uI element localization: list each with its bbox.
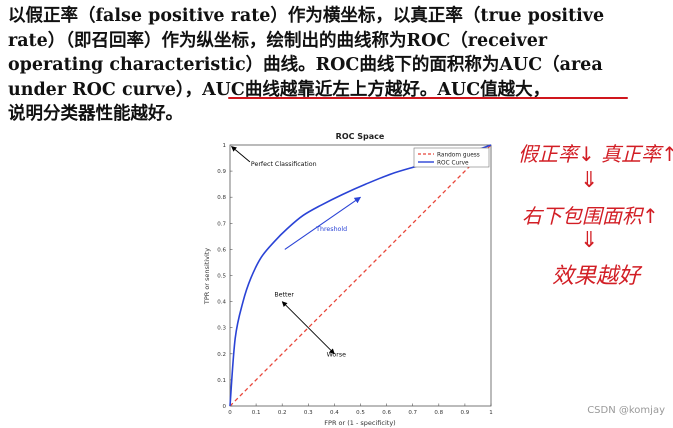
watermark: CSDN @komjay: [587, 405, 665, 416]
text-line-2: rate）（即召回率）作为纵坐标，绘制出的曲线称为ROC（receiver: [8, 30, 548, 51]
roc-chart: ROC Space 0 0.1 0.2 0.3 0.4 0.5 0.6 0.7 0.8 0.9 1 …: [203, 132, 493, 427]
annotation-worse: Worse: [327, 351, 347, 358]
y-tick-label: 0: [223, 404, 227, 410]
description-paragraph: 以假正率（false positive rate）作为横坐标，以真正率（true…: [8, 4, 648, 127]
handwritten-note-3: 效果越好: [552, 264, 641, 289]
annotation-perfect-classification: Perfect Classification: [251, 161, 317, 168]
annotation-better: Better: [274, 291, 294, 298]
x-tick-label: 0.9: [461, 410, 470, 416]
y-tick-label: 0.6: [217, 247, 226, 253]
y-tick-label: 1: [223, 143, 227, 149]
legend-label-roc-curve: ROC Curve: [437, 161, 469, 167]
y-tick-label: 0.3: [217, 326, 226, 332]
handwritten-underline: [228, 97, 628, 99]
text-line-1: 以假正率（false positive rate）作为横坐标，以真正率（true…: [8, 6, 605, 26]
x-tick-label: 0.2: [278, 410, 287, 416]
series-random-guess-line: [229, 144, 492, 407]
x-tick-label: 1: [489, 410, 493, 416]
x-ticks: 0 0.1 0.2 0.3 0.4 0.5 0.6 0.7 0.8 0.9 1: [228, 403, 493, 416]
legend-label-random-guess: Random guess: [437, 153, 480, 159]
text-line-5: 说明分类器性能越好。: [8, 104, 183, 124]
legend: Random guess ROC Curve: [413, 147, 490, 168]
x-axis-label: FPR or (1 - specificity): [324, 419, 395, 427]
y-tick-label: 0.2: [217, 352, 226, 358]
y-tick-label: 0.5: [217, 274, 226, 280]
x-tick-label: 0.8: [434, 410, 443, 416]
handwritten-note-2: 右下包围面积↑: [522, 204, 659, 228]
y-tick-label: 0.8: [217, 195, 226, 201]
y-tick-label: 0.7: [217, 221, 226, 227]
x-tick-label: 0: [228, 410, 232, 416]
annotation-better-arrow: [281, 301, 335, 355]
annotation-threshold: Threshold: [315, 226, 347, 233]
y-tick-label: 0.4: [217, 300, 226, 306]
chart-title: ROC Space: [336, 132, 385, 141]
y-axis-label: TPR or sensitivity: [203, 248, 211, 305]
x-tick-label: 0.4: [330, 410, 339, 416]
annotation-perfect-arrow: [231, 146, 251, 163]
x-tick-label: 0.6: [382, 410, 391, 416]
text-line-4: under ROC curve），AUC曲线越靠近左上方越好。AUC值越大，: [8, 79, 551, 100]
text-line-3: operating characteristic）曲线。ROC曲线下的面积称为A…: [8, 55, 603, 75]
y-tick-label: 0.1: [217, 378, 226, 384]
annotation-threshold-arrow: [284, 196, 362, 250]
x-tick-label: 0.1: [252, 410, 261, 416]
handwritten-arrow-down-icon: ⇓: [580, 168, 599, 193]
handwritten-note-1: 假正率↓ 真正率↑: [518, 142, 673, 166]
x-tick-label: 0.5: [356, 410, 365, 416]
y-ticks: 0 0.1 0.2 0.3 0.4 0.5 0.6 0.7 0.8 0.9 1: [217, 143, 233, 410]
y-tick-label: 0.9: [217, 169, 226, 175]
x-tick-label: 0.7: [408, 410, 417, 416]
handwritten-arrow-down-icon: ⇓: [580, 228, 599, 253]
x-tick-label: 0.3: [304, 410, 313, 416]
